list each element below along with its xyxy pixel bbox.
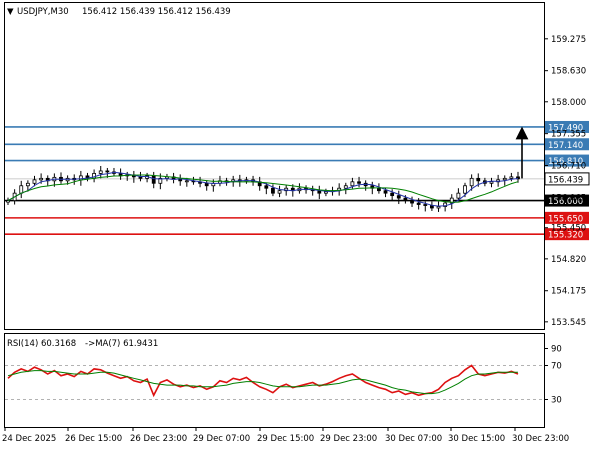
- level-label: 156.810: [548, 157, 583, 167]
- time-tick-label: 29 Dec 07:00: [193, 434, 250, 444]
- candle-body: [502, 177, 507, 181]
- candle-body: [19, 185, 24, 194]
- price-tick-label: 156.065: [551, 193, 586, 203]
- price-tick-label: 157.355: [551, 130, 586, 140]
- time-tick-label: 24 Dec 2025: [2, 434, 56, 444]
- candle-body: [357, 181, 361, 184]
- level-label-box: [545, 194, 589, 207]
- candle-body: [350, 181, 355, 187]
- rsi-ma-label: ->MA(7) 61.9431: [85, 339, 158, 349]
- time-tick-label: 30 Dec 23:00: [512, 434, 569, 444]
- candle-body: [178, 178, 183, 182]
- candle-body: [277, 190, 282, 194]
- rsi-tick-label: 70: [551, 362, 562, 372]
- level-label: 156.000: [548, 197, 583, 207]
- level-label-box: [545, 120, 589, 133]
- candle-body: [343, 185, 348, 189]
- candle-body: [383, 190, 388, 194]
- ohlc-readout: 156.412 156.439 156.412 156.439: [82, 7, 231, 17]
- moving-average-line: [7, 174, 519, 203]
- candle-body: [151, 175, 156, 184]
- rsi-axis: 90 70 30: [544, 345, 562, 406]
- candle-body: [423, 204, 428, 206]
- price-tick-label: 158.000: [551, 98, 586, 108]
- price-axis: 159.275 158.630 158.000 157.355 156.710 156.0…: [544, 35, 586, 328]
- candle-body: [204, 182, 209, 187]
- current-price-label: 156.439: [548, 175, 583, 185]
- price-tick-label: 153.545: [551, 318, 586, 328]
- moving-average-lines: [7, 171, 519, 207]
- candle-body: [264, 185, 269, 189]
- level-label: 155.320: [548, 231, 583, 241]
- candle-body: [416, 202, 421, 205]
- chart-header-icon: ▼: [7, 7, 14, 17]
- candle-body: [463, 185, 467, 194]
- price-tick-label: 156.710: [551, 162, 586, 172]
- time-tick-label: 26 Dec 15:00: [65, 434, 122, 444]
- rsi-tick-label: 30: [551, 396, 562, 406]
- candle-body: [509, 176, 514, 179]
- rsi-label: RSI(14) 60.3168: [7, 339, 76, 349]
- candle-body: [32, 179, 37, 184]
- price-tick-label: 159.275: [551, 35, 586, 45]
- level-label-box: [545, 228, 589, 241]
- candle-body: [469, 177, 474, 187]
- candle-body: [184, 180, 189, 183]
- candle-body: [158, 177, 163, 184]
- candle-body: [443, 202, 448, 207]
- candle-body: [476, 177, 481, 182]
- symbol-timeframe: USDJPY,M30: [17, 7, 69, 17]
- rsi-ma-line: [7, 370, 518, 395]
- time-tick-label: 26 Dec 23:00: [130, 434, 187, 444]
- candle-body: [271, 187, 275, 194]
- candle-body: [98, 170, 103, 174]
- current-price-box: [544, 172, 590, 186]
- candle-body: [317, 190, 322, 194]
- candle-body: [410, 200, 414, 204]
- candle-body: [6, 200, 10, 203]
- rsi-panel-frame: [4, 333, 545, 428]
- level-label-box: [545, 138, 589, 151]
- level-label-box: [545, 211, 589, 224]
- candle-body: [449, 197, 454, 204]
- rsi-plot: [5, 364, 544, 400]
- candle-body: [436, 206, 441, 209]
- rsi-line: [7, 364, 519, 398]
- candle-body: [25, 182, 30, 187]
- rsi-tick-label: 90: [551, 345, 562, 355]
- price-tick-label: 154.820: [551, 255, 586, 265]
- price-tick-label: 154.175: [551, 287, 586, 297]
- level-label: 157.140: [548, 141, 583, 151]
- candle-body: [489, 181, 494, 184]
- level-label: 157.490: [548, 123, 583, 133]
- level-label: 155.650: [548, 214, 583, 224]
- candles: [6, 166, 520, 212]
- candle-body: [403, 197, 408, 201]
- candle-body: [390, 192, 395, 197]
- price-tick-label: 158.630: [551, 67, 586, 77]
- candle-body: [377, 187, 381, 192]
- candle-body: [39, 177, 44, 181]
- level-label-box: [545, 154, 589, 167]
- candle-body: [324, 191, 328, 194]
- time-tick-label: 30 Dec 15:00: [448, 434, 505, 444]
- candle-body: [105, 170, 110, 173]
- price-tick-label: 155.450: [551, 224, 586, 234]
- time-tick-label: 29 Dec 23:00: [320, 434, 377, 444]
- candle-body: [456, 192, 461, 199]
- time-tick-label: 29 Dec 15:00: [257, 434, 314, 444]
- candle-body: [92, 173, 97, 179]
- time-tick-label: 30 Dec 07:00: [385, 434, 442, 444]
- candle-body: [138, 176, 143, 179]
- time-axis: 24 Dec 2025 26 Dec 15:00 26 Dec 23:00 29 De…: [2, 427, 569, 444]
- level-lines: 157.490 157.140 156.810 156.000 155.650 155.3…: [5, 120, 590, 241]
- candle-body: [396, 195, 401, 199]
- main-panel-frame: [4, 2, 545, 330]
